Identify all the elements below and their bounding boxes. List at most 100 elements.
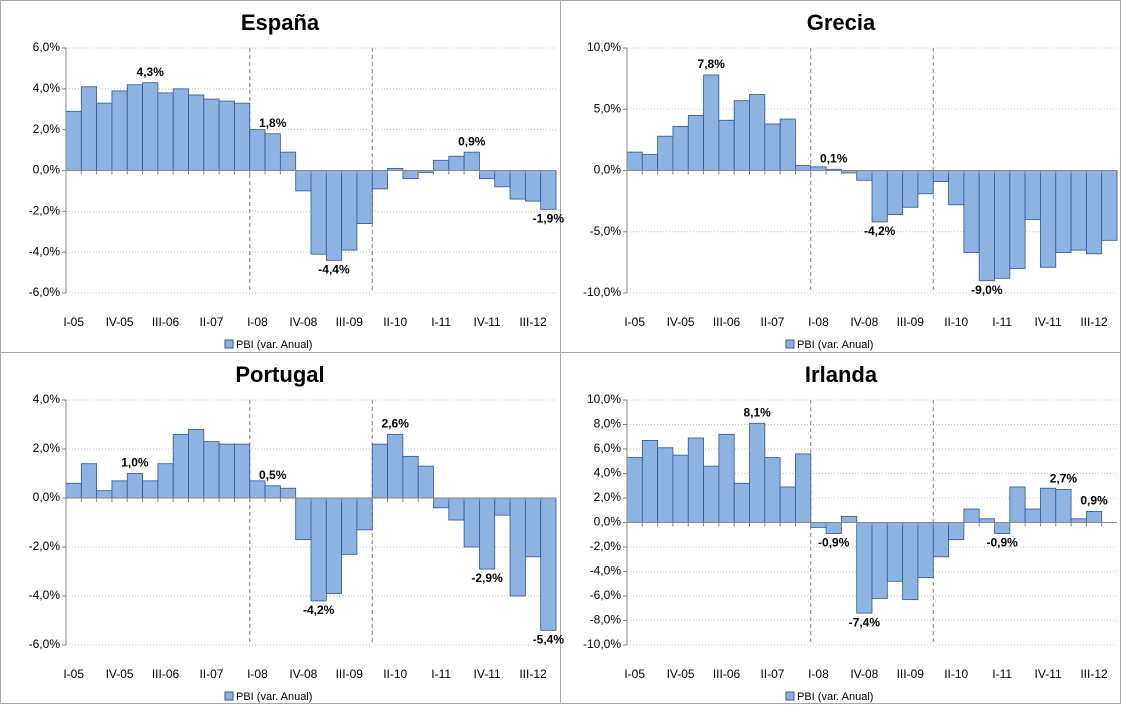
bar: [963, 170, 980, 253]
bar: [994, 522, 1011, 534]
y-tick-label: -6,0%: [590, 588, 622, 602]
legend-swatch: [224, 339, 234, 349]
bar: [356, 170, 373, 224]
legend-swatch: [224, 691, 234, 701]
bar: [1070, 170, 1087, 251]
bar: [65, 482, 82, 499]
bar: [111, 90, 128, 171]
bar: [657, 135, 674, 171]
x-tick-label: III-06: [152, 315, 180, 329]
bar: [749, 94, 766, 171]
x-tick-label: III-12: [1080, 667, 1108, 681]
y-tick-label: -4,0%: [590, 564, 622, 578]
bar: [295, 170, 312, 192]
x-tick-label: IV-05: [106, 315, 134, 329]
x-tick-label: IV-08: [289, 315, 317, 329]
value-label: 0,9%: [458, 134, 486, 148]
bar: [356, 497, 373, 531]
bar: [779, 118, 796, 171]
y-tick-label: 6,0%: [33, 40, 61, 54]
value-label: -5,4%: [533, 632, 565, 646]
x-tick-label: I-05: [624, 667, 645, 681]
bar: [126, 473, 143, 499]
x-tick-label: III-09: [336, 667, 364, 681]
x-tick-label: II-07: [760, 315, 784, 329]
bar: [1040, 487, 1057, 523]
bar: [871, 170, 888, 223]
y-tick-label: -5,0%: [590, 224, 622, 238]
x-tick-label: III-12: [519, 667, 547, 681]
bar: [172, 88, 189, 171]
value-label: 1,0%: [121, 456, 149, 470]
value-label: -4,2%: [864, 224, 896, 238]
bar: [672, 126, 689, 171]
value-label: 7,8%: [698, 57, 726, 71]
bar: [641, 154, 659, 171]
y-tick-label: -8,0%: [590, 613, 622, 627]
x-tick-label: IV-08: [850, 315, 878, 329]
bar: [494, 497, 511, 516]
x-tick-label: III-06: [713, 315, 741, 329]
bar: [172, 433, 189, 499]
x-tick-label: IV-08: [850, 667, 878, 681]
bar: [524, 497, 542, 558]
bar: [479, 170, 496, 180]
bar: [1085, 170, 1103, 255]
x-tick-label: II-10: [383, 667, 407, 681]
bar: [871, 522, 888, 599]
bar: [417, 465, 434, 499]
legend-label: PBI (var. Anual): [236, 691, 312, 703]
x-tick-label: I-11: [431, 667, 451, 681]
bar: [126, 84, 143, 171]
value-label: 1,8%: [259, 116, 287, 130]
bar: [96, 490, 113, 499]
y-tick-label: 10,0%: [587, 40, 621, 54]
legend-label: PBI (var. Anual): [236, 339, 312, 351]
bar: [463, 151, 480, 171]
bar: [80, 86, 98, 171]
bar: [703, 74, 720, 171]
bar: [65, 110, 82, 171]
bar: [157, 463, 174, 499]
bar: [295, 497, 312, 541]
value-label: -0,9%: [818, 536, 850, 550]
x-tick-label: III-09: [897, 667, 925, 681]
bar: [509, 497, 526, 597]
bar: [687, 114, 704, 171]
bar: [1009, 486, 1026, 523]
bar: [948, 522, 965, 541]
bar: [371, 170, 388, 190]
x-tick-label: I-08: [247, 315, 268, 329]
x-tick-label: III-09: [336, 315, 364, 329]
legend-swatch: [785, 691, 795, 701]
bar: [733, 482, 750, 523]
bar: [917, 522, 934, 579]
bar: [218, 100, 235, 171]
x-tick-label: III-09: [897, 315, 925, 329]
x-tick-label: I-05: [63, 667, 84, 681]
y-tick-label: -6,0%: [29, 637, 61, 651]
bar: [795, 453, 812, 523]
y-tick-label: 2,0%: [33, 122, 61, 136]
bar: [188, 94, 205, 171]
y-tick-label: 4,0%: [33, 81, 61, 95]
y-tick-label: -4,0%: [29, 244, 61, 258]
value-label: 0,9%: [1080, 494, 1108, 508]
x-tick-label: I-08: [808, 667, 829, 681]
legend-swatch: [785, 339, 795, 349]
bar: [994, 170, 1011, 279]
bar: [433, 497, 450, 509]
x-tick-label: II-10: [383, 315, 407, 329]
x-tick-label: III-12: [1080, 315, 1108, 329]
bar: [540, 497, 557, 631]
bar: [325, 497, 343, 594]
y-tick-label: 6,0%: [594, 441, 622, 455]
x-tick-label: II-07: [199, 315, 223, 329]
bar: [402, 170, 419, 180]
bar: [703, 465, 720, 523]
chart-title: Irlanda: [805, 362, 878, 387]
bar: [310, 497, 327, 602]
bar: [1070, 518, 1087, 523]
y-tick-label: 0,0%: [594, 163, 622, 177]
legend-label: PBI (var. Anual): [797, 339, 873, 351]
